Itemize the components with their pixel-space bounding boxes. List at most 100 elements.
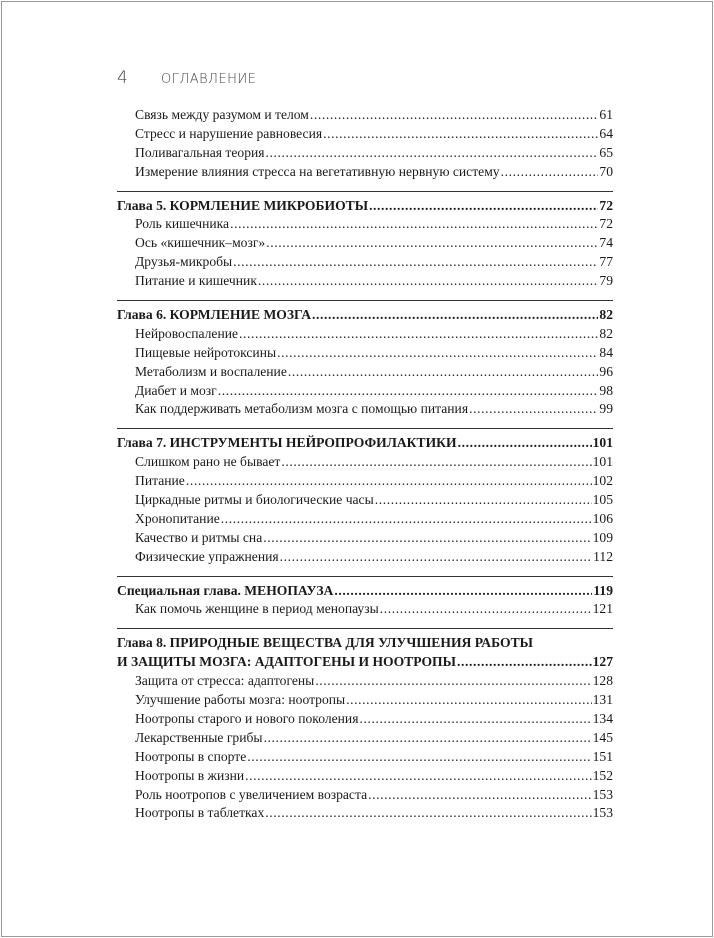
- toc-entry[interactable]: Диабет и мозг...........................…: [117, 382, 613, 401]
- dot-leader: ........................................…: [185, 473, 592, 489]
- entry-title: Ноотропы в спорте: [135, 748, 247, 764]
- dot-leader: ........................................…: [323, 125, 598, 141]
- dot-leader: ........................................…: [266, 235, 599, 251]
- dot-leader: ........................................…: [265, 805, 591, 821]
- entry-title: Роль ноотропов с увеличением возраста: [135, 786, 368, 802]
- dot-leader: ........................................…: [369, 197, 598, 213]
- dot-leader: ........................................…: [245, 767, 592, 783]
- dot-leader: ........................................…: [312, 307, 598, 323]
- toc-entry[interactable]: Циркадные ритмы и биологические часы....…: [117, 491, 613, 510]
- entry-title: Друзья-микробы: [135, 254, 233, 270]
- toc-entry[interactable]: Ось «кишечник–мозг».....................…: [117, 234, 613, 253]
- toc-section: Глава 5. КОРМЛЕНИЕ МИКРОБИОТЫ...........…: [117, 190, 613, 294]
- running-header: 4 ОГЛАВЛЕНИЕ: [117, 68, 256, 88]
- entry-title: Ноотропы старого и нового поколения: [135, 710, 359, 726]
- dot-leader: ........................................…: [287, 363, 599, 379]
- entry-title: Слишком рано не бывает: [135, 454, 281, 470]
- entry-page: 72: [599, 197, 613, 213]
- dot-leader: ........................................…: [315, 673, 592, 689]
- toc-entry[interactable]: Качество и ритмы сна....................…: [117, 529, 613, 548]
- toc-section: Связь между разумом и телом.............…: [117, 106, 613, 185]
- toc-entry[interactable]: Ноотропы в жизни........................…: [117, 767, 613, 786]
- entry-title: Нейровоспаление: [135, 325, 239, 341]
- entry-page: 99: [599, 401, 613, 417]
- entry-page: 109: [592, 529, 613, 545]
- entry-title: И ЗАЩИТЫ МОЗГА: АДАПТОГЕНЫ И НООТРОПЫ: [117, 654, 456, 670]
- entry-page: 65: [599, 144, 613, 160]
- chapter-entry[interactable]: Глава 7. ИНСТРУМЕНТЫ НЕЙРОПРОФИЛАКТИКИ..…: [117, 434, 613, 453]
- running-title: ОГЛАВЛЕНИЕ: [161, 72, 257, 87]
- entry-page: 84: [599, 344, 613, 360]
- toc-entry[interactable]: Пищевые нейротоксины....................…: [117, 344, 613, 363]
- toc-entry[interactable]: Ноотропы старого и нового поколения.....…: [117, 710, 613, 729]
- chapter-entry[interactable]: Специальная глава. МЕНОПАУЗА............…: [117, 582, 613, 601]
- dot-leader: ........................................…: [281, 454, 591, 470]
- dot-leader: ........................................…: [217, 382, 599, 398]
- dot-leader: ........................................…: [469, 401, 598, 417]
- dot-leader: ........................................…: [230, 216, 599, 232]
- dot-leader: ........................................…: [233, 254, 599, 270]
- entry-page: 102: [592, 473, 613, 489]
- entry-page: 134: [592, 710, 613, 726]
- toc-entry[interactable]: Стресс и нарушение равновесия...........…: [117, 125, 613, 144]
- entry-title: Защита от стресса: адаптогены: [135, 673, 315, 689]
- dot-leader: ........................................…: [309, 107, 598, 122]
- toc-entry[interactable]: Измерение влияния стресса на вегетативну…: [117, 163, 613, 182]
- toc-entry[interactable]: Как поддерживать метаболизм мозга с помо…: [117, 400, 613, 419]
- toc-entry[interactable]: Хронопитание............................…: [117, 510, 613, 529]
- entry-title: Улучшение работы мозга: ноотропы: [135, 692, 346, 708]
- entry-title: Пищевые нейротоксины: [135, 344, 277, 360]
- entry-title: Специальная глава. МЕНОПАУЗА: [117, 582, 334, 598]
- dot-leader: ........................................…: [279, 548, 592, 564]
- chapter-entry[interactable]: Глава 6. КОРМЛЕНИЕ МОЗГА................…: [117, 306, 613, 325]
- table-of-contents: Связь между разумом и телом.............…: [117, 106, 613, 826]
- entry-title: Как поддерживать метаболизм мозга с помо…: [135, 401, 469, 417]
- entry-page: 61: [599, 107, 613, 122]
- toc-entry[interactable]: Нейровоспаление.........................…: [117, 325, 613, 344]
- entry-page: 153: [592, 786, 613, 802]
- toc-entry[interactable]: Поливагальная теория....................…: [117, 144, 613, 163]
- toc-entry[interactable]: Улучшение работы мозга: ноотропы........…: [117, 691, 613, 710]
- toc-entry[interactable]: Друзья-микробы..........................…: [117, 253, 613, 272]
- toc-entry[interactable]: Питание и кишечник......................…: [117, 272, 613, 291]
- entry-page: 151: [592, 748, 613, 764]
- toc-entry[interactable]: Питание.................................…: [117, 472, 613, 491]
- entry-title: Метаболизм и воспаление: [135, 363, 287, 379]
- entry-page: 98: [599, 382, 613, 398]
- entry-page: 106: [592, 510, 613, 526]
- toc-entry[interactable]: Физические упражнения...................…: [117, 548, 613, 567]
- toc-entry[interactable]: Роль кишечника..........................…: [117, 215, 613, 234]
- toc-entry[interactable]: Ноотропы в таблетках....................…: [117, 804, 613, 823]
- entry-page: 77: [599, 254, 613, 270]
- entry-title: Ось «кишечник–мозг»: [135, 235, 266, 251]
- entry-page: 131: [592, 692, 613, 708]
- dot-leader: ........................................…: [263, 729, 592, 745]
- entry-page: 96: [599, 363, 613, 379]
- toc-entry[interactable]: Слишком рано не бывает..................…: [117, 453, 613, 472]
- chapter-title-line: Глава 8. ПРИРОДНЫЕ ВЕЩЕСТВА ДЛЯ УЛУЧШЕНИ…: [117, 635, 534, 651]
- entry-page: 105: [592, 492, 613, 508]
- toc-entry[interactable]: Защита от стресса: адаптогены...........…: [117, 672, 613, 691]
- toc-section: Глава 7. ИНСТРУМЕНТЫ НЕЙРОПРОФИЛАКТИКИ..…: [117, 428, 613, 569]
- entry-title: Как помочь женщине в период менопаузы: [135, 601, 379, 617]
- chapter-entry[interactable]: И ЗАЩИТЫ МОЗГА: АДАПТОГЕНЫ И НООТРОПЫ...…: [117, 653, 613, 672]
- toc-entry[interactable]: Ноотропы в спорте.......................…: [117, 748, 613, 767]
- toc-entry[interactable]: Связь между разумом и телом.............…: [117, 106, 613, 125]
- entry-page: 82: [599, 307, 613, 323]
- entry-title: Роль кишечника: [135, 216, 230, 232]
- toc-entry[interactable]: Как помочь женщине в период менопаузы...…: [117, 600, 613, 619]
- entry-title: Измерение влияния стресса на вегетативну…: [135, 163, 500, 179]
- entry-title: Ноотропы в таблетках: [135, 805, 265, 821]
- toc-entry[interactable]: Лекарственные грибы.....................…: [117, 729, 613, 748]
- toc-entry[interactable]: Роль ноотропов с увеличением возраста...…: [117, 786, 613, 805]
- chapter-entry[interactable]: Глава 5. КОРМЛЕНИЕ МИКРОБИОТЫ...........…: [117, 197, 613, 216]
- entry-page: 64: [599, 125, 613, 141]
- toc-section: Глава 6. КОРМЛЕНИЕ МОЗГА................…: [117, 300, 613, 422]
- entry-title: Физические упражнения: [135, 548, 279, 564]
- dot-leader: ........................................…: [346, 692, 592, 708]
- entry-page: 70: [599, 163, 613, 179]
- toc-entry[interactable]: Метаболизм и воспаление.................…: [117, 363, 613, 382]
- toc-section: Глава 8. ПРИРОДНЫЕ ВЕЩЕСТВА ДЛЯ УЛУЧШЕНИ…: [117, 628, 613, 826]
- entry-title: Питание и кишечник: [135, 273, 257, 289]
